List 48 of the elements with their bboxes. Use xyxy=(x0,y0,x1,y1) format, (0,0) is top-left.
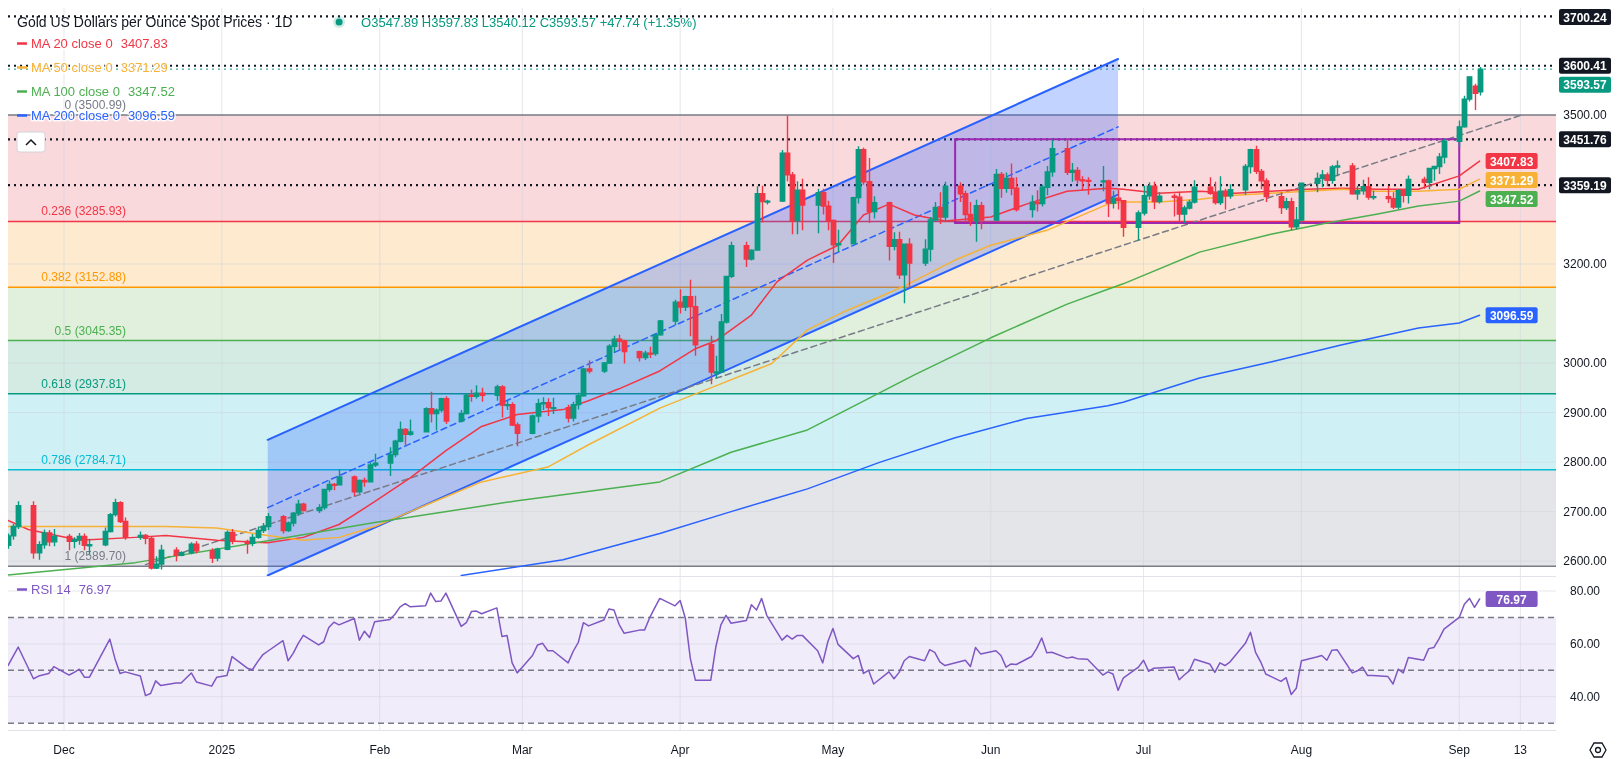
ref-line-label: 3700.24 xyxy=(1563,10,1608,25)
y-tick-label: 40.00 xyxy=(1569,689,1601,704)
ref-line-label: 1 (2589.70) xyxy=(64,549,126,564)
chart-title: Gold US Dollars per Ounce Spot Prices · 1D xyxy=(17,14,293,30)
ref-line-label: 0.5 (3045.35) xyxy=(54,323,126,338)
x-tick-label: Dec xyxy=(53,743,75,757)
data-label: 3347.52 xyxy=(1489,192,1534,207)
ref-line-label: 3593.57 xyxy=(1563,78,1608,93)
ref-line-label: 0.618 (2937.81) xyxy=(41,376,126,391)
ref-line-label: 0.382 (3152.88) xyxy=(41,270,126,285)
x-tick-label: Jul xyxy=(1135,743,1152,757)
x-tick-label: 13 xyxy=(1513,743,1528,757)
x-tick-label: Mar xyxy=(511,743,533,757)
x-tick-label: Feb xyxy=(369,743,391,757)
y-tick-label: 3000.00 xyxy=(1563,356,1608,371)
x-tick-label: Jun xyxy=(981,743,1001,757)
y-tick-label: 80.00 xyxy=(1569,584,1601,599)
data-label: 3096.59 xyxy=(1489,308,1534,323)
y-tick-label: 2800.00 xyxy=(1563,455,1608,470)
data-label: 3407.83 xyxy=(1489,154,1534,169)
legend-label: MA 50 close 0 xyxy=(31,60,113,75)
legend-label: MA 20 close 0 xyxy=(31,36,113,51)
y-tick-label: 3200.00 xyxy=(1563,257,1608,272)
text: 3347.52 xyxy=(127,84,175,99)
y-tick-label: 60.00 xyxy=(1569,636,1601,651)
y-tick-label: 2600.00 xyxy=(1563,554,1608,569)
text: 3407.83 xyxy=(120,36,168,51)
text: 3371.29 xyxy=(120,60,168,75)
y-tick-label: 3500.00 xyxy=(1563,108,1608,123)
x-tick-label: Aug xyxy=(1290,743,1313,757)
y-tick-label: 2700.00 xyxy=(1563,504,1608,519)
legend-label: MA 100 close 0 xyxy=(31,84,120,99)
ref-line-label: 3359.19 xyxy=(1563,178,1608,193)
text: 76.97 xyxy=(78,582,112,597)
x-tick-label: May xyxy=(821,743,845,757)
x-tick-label: 2025 xyxy=(208,743,236,757)
annotation: O3547.89 H3597.83 L3540.12 C3593.57 +47.74 (+1.35%) xyxy=(361,15,697,30)
ref-line-label: 0.786 (2784.71) xyxy=(41,452,126,467)
ref-line-label: 3451.76 xyxy=(1563,132,1608,147)
y-tick-label: 2900.00 xyxy=(1563,405,1608,420)
ref-line-label: 0.236 (3285.93) xyxy=(41,204,126,219)
text: 3096.59 xyxy=(127,108,175,123)
data-label: 3371.29 xyxy=(1489,173,1534,188)
x-tick-label: Apr xyxy=(670,743,690,757)
legend-label: RSI 14 xyxy=(31,582,71,597)
x-tick-label: Sep xyxy=(1448,743,1471,757)
data-label: 76.97 xyxy=(1496,592,1527,607)
ref-line-label: 3600.41 xyxy=(1563,59,1608,74)
